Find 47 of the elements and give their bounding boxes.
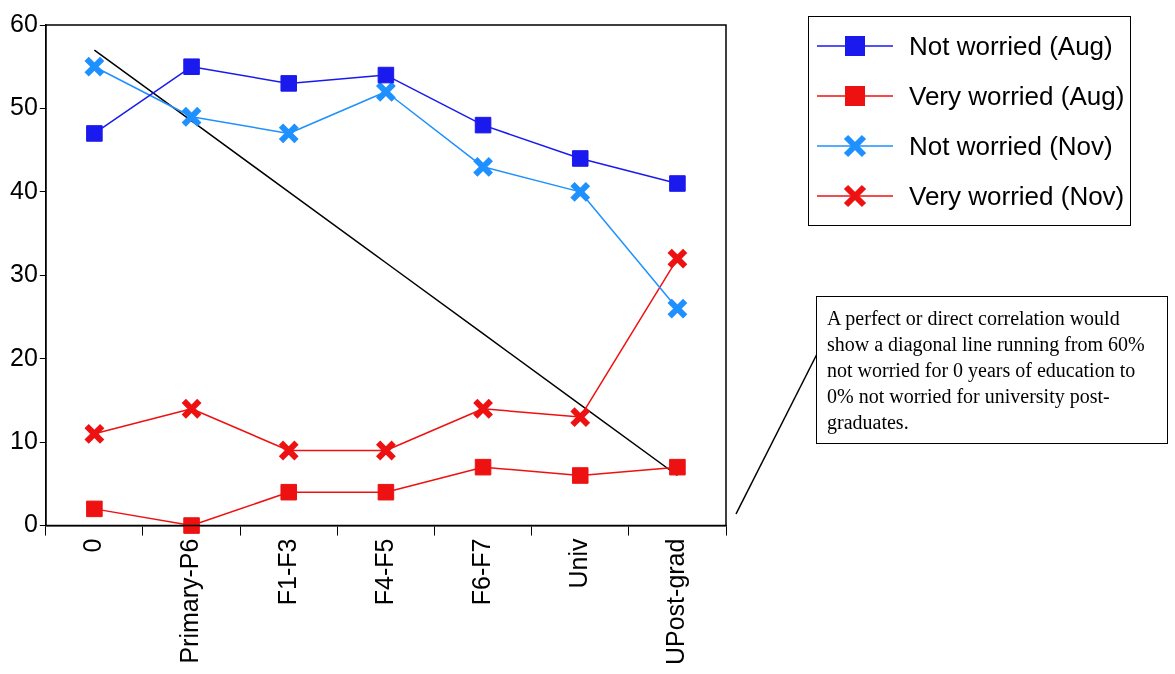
point <box>569 181 592 203</box>
point <box>474 458 492 476</box>
x-tick-label: Primary-P6 <box>175 538 204 664</box>
y-tick-label: 40 <box>10 175 38 204</box>
x-tick-label: Univ <box>564 538 593 589</box>
x-tick-label: 0 <box>78 538 107 553</box>
point <box>375 80 397 103</box>
point <box>666 297 689 320</box>
legend-label: Very worried (Aug) <box>909 80 1125 112</box>
x-tick-label: UPost-grad <box>661 538 690 666</box>
text: A perfect or direct correlation would show a diagonal line running from 60% not worried for 0 years of education to 0% not worried for university post-graduates. <box>816 296 1168 444</box>
y-tick-label: 10 <box>10 426 38 455</box>
point <box>277 122 300 145</box>
y-tick-label: 30 <box>10 259 38 288</box>
point <box>83 55 106 78</box>
y-tick-label: 50 <box>10 92 38 121</box>
y-tick-label: 20 <box>10 342 38 371</box>
legend-label: Very worried (Nov) <box>909 180 1125 212</box>
point <box>86 500 103 518</box>
point <box>180 397 203 420</box>
point <box>472 156 494 178</box>
point <box>569 406 592 428</box>
x-tick-label: F1-F3 <box>272 538 301 606</box>
legend-label: Not worried (Aug) <box>909 30 1113 62</box>
point <box>571 467 589 484</box>
point <box>472 397 494 420</box>
point <box>669 175 686 192</box>
point <box>571 150 589 167</box>
point <box>277 439 300 462</box>
point <box>666 247 689 270</box>
point <box>180 105 203 128</box>
y-tick-label: 0 <box>23 509 38 538</box>
point <box>83 423 106 445</box>
point <box>86 125 103 142</box>
point <box>280 75 298 92</box>
point <box>474 116 492 134</box>
x-tick-label: F4-F5 <box>369 538 398 606</box>
point <box>375 439 397 462</box>
point <box>183 517 200 534</box>
point <box>669 458 686 476</box>
point <box>183 58 200 75</box>
point <box>280 483 298 501</box>
x-tick-label: F6-F7 <box>466 538 495 606</box>
point <box>377 483 395 501</box>
y-tick-label: 60 <box>10 8 38 37</box>
legend-label: Not worried (Nov) <box>909 130 1113 162</box>
point <box>377 66 395 84</box>
